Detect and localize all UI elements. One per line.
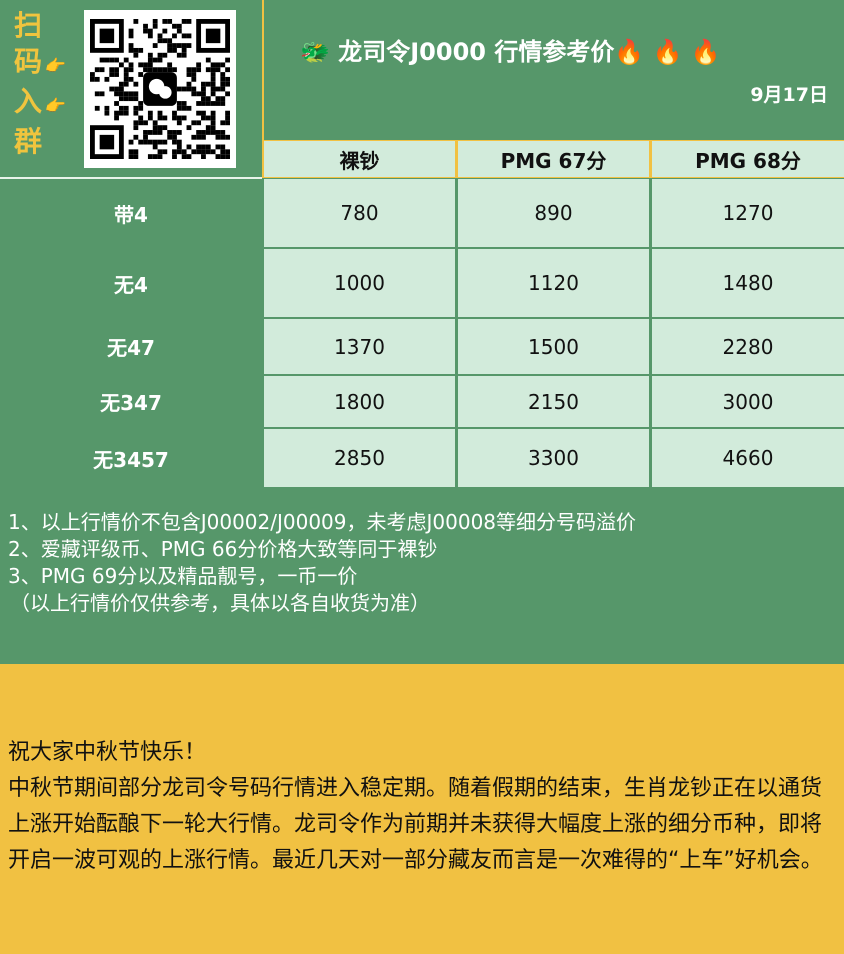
price-cell: 1370	[264, 319, 455, 374]
scan-to-join-label: 扫 码 👉 入 👉 群	[14, 8, 84, 160]
price-cell: 1120	[458, 249, 649, 317]
row-label: 无347	[100, 391, 162, 415]
market-commentary: 中秋节期间部分龙司令号码行情进入稳定期。随着假期的结束，生肖龙钞正在以通货上涨开…	[8, 776, 823, 873]
promo-char: 码	[14, 45, 43, 78]
price-cell: 1500	[458, 319, 649, 374]
fire-icon: 🔥 🔥 🔥	[614, 38, 721, 66]
date-label: 9月17日	[750, 84, 828, 106]
price-cell: 2150	[458, 376, 649, 427]
promo-char: 扫	[14, 9, 43, 42]
promo-char: 入	[14, 85, 43, 118]
row-label: 无3457	[93, 447, 169, 472]
price-cell: 890	[458, 179, 649, 247]
row-label: 无4	[114, 272, 148, 297]
price-cell: 1000	[264, 249, 455, 317]
price-cell: 1480	[652, 249, 844, 317]
divider	[0, 177, 262, 179]
promo-char: 群	[14, 125, 43, 158]
row-label: 带4	[114, 202, 148, 227]
message: 祝大家中秋节快乐！ 中秋节期间部分龙司令号码行情进入稳定期。随着假期的结束，生肖…	[8, 735, 838, 879]
header-panel	[264, 0, 844, 140]
row-label: 无47	[107, 336, 155, 360]
column-header: PMG 68分	[652, 141, 844, 177]
qr-code-image	[90, 19, 230, 159]
greeting: 祝大家中秋节快乐！	[8, 740, 207, 765]
price-cell: 1800	[264, 376, 455, 427]
price-cell: 2280	[652, 319, 844, 374]
price-cell: 1270	[652, 179, 844, 247]
note: 3、PMG 69分以及精品靓号，一币一价	[8, 564, 358, 588]
dragon-icon: 🐲	[300, 38, 330, 66]
column-header: PMG 67分	[458, 141, 649, 177]
page-title: 🐲 龙司令J0000 行情参考价🔥 🔥 🔥	[300, 38, 721, 66]
pointing-hand-icon: 👉	[44, 56, 64, 75]
notes-panel: 1、以上行情价不包含J00002/J00009，未考虑J00008等细分号码溢价…	[0, 489, 844, 664]
price-cell: 2850	[264, 429, 455, 487]
pointing-hand-icon: 👉	[44, 96, 64, 115]
note: 2、爱藏评级币、PMG 66分价格大致等同于裸钞	[8, 537, 438, 561]
column-header: 裸钞	[264, 141, 455, 177]
price-cell: 3300	[458, 429, 649, 487]
note: （以上行情价仅供参考，具体以各自收货为准）	[10, 591, 430, 615]
price-cell: 780	[264, 179, 455, 247]
price-cell: 3000	[652, 376, 844, 427]
qr-code[interactable]	[84, 10, 236, 168]
price-cell: 4660	[652, 429, 844, 487]
note: 1、以上行情价不包含J00002/J00009，未考虑J00008等细分号码溢价	[8, 510, 637, 534]
